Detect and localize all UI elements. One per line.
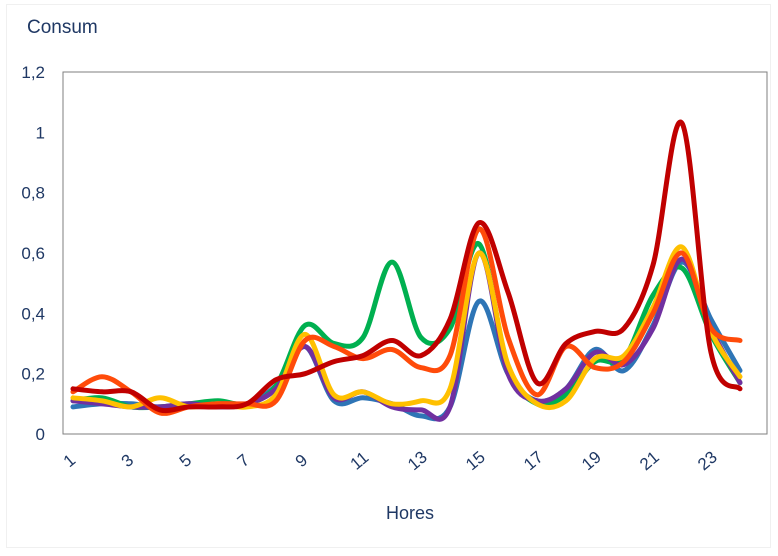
x-tick-label: 17	[520, 447, 547, 474]
series-layer	[70, 119, 743, 422]
x-tick-label: 11	[347, 448, 373, 474]
series-line-4	[70, 244, 743, 411]
x-tick-label: 19	[578, 447, 605, 474]
x-axis-ticks: 1 3 5 7 9 11 13 15 17 19 21 23	[60, 447, 721, 474]
x-tick-label: 7	[234, 450, 253, 471]
y-tick-label: 0,6	[21, 244, 45, 263]
x-tick-label: 3	[118, 450, 137, 471]
y-tick-label: 1,2	[21, 63, 45, 82]
x-tick-label: 9	[292, 450, 311, 471]
x-tick-label: 21	[636, 447, 663, 474]
x-tick-label: 23	[694, 447, 721, 474]
x-tick-label: 1	[60, 450, 79, 471]
y-tick-label: 1	[36, 123, 45, 142]
x-axis-title: Hores	[386, 503, 434, 523]
x-tick-label: 13	[404, 447, 431, 474]
plot-area	[62, 71, 768, 435]
y-tick-label: 0,4	[21, 304, 45, 323]
y-axis-title: Consum	[27, 17, 98, 38]
y-axis-ticks: 0 0,2 0,4 0,6 0,8 1 1,2	[21, 63, 45, 444]
chart-frame	[6, 4, 771, 548]
series-line-2	[70, 241, 743, 411]
y-tick-label: 0	[36, 425, 45, 444]
series-line-3	[70, 250, 743, 422]
y-tick-label: 0,2	[21, 365, 45, 384]
x-tick-label: 15	[462, 447, 489, 474]
x-tick-label: 5	[176, 450, 195, 471]
y-tick-label: 0,8	[21, 184, 45, 203]
series-line-6	[70, 119, 743, 414]
